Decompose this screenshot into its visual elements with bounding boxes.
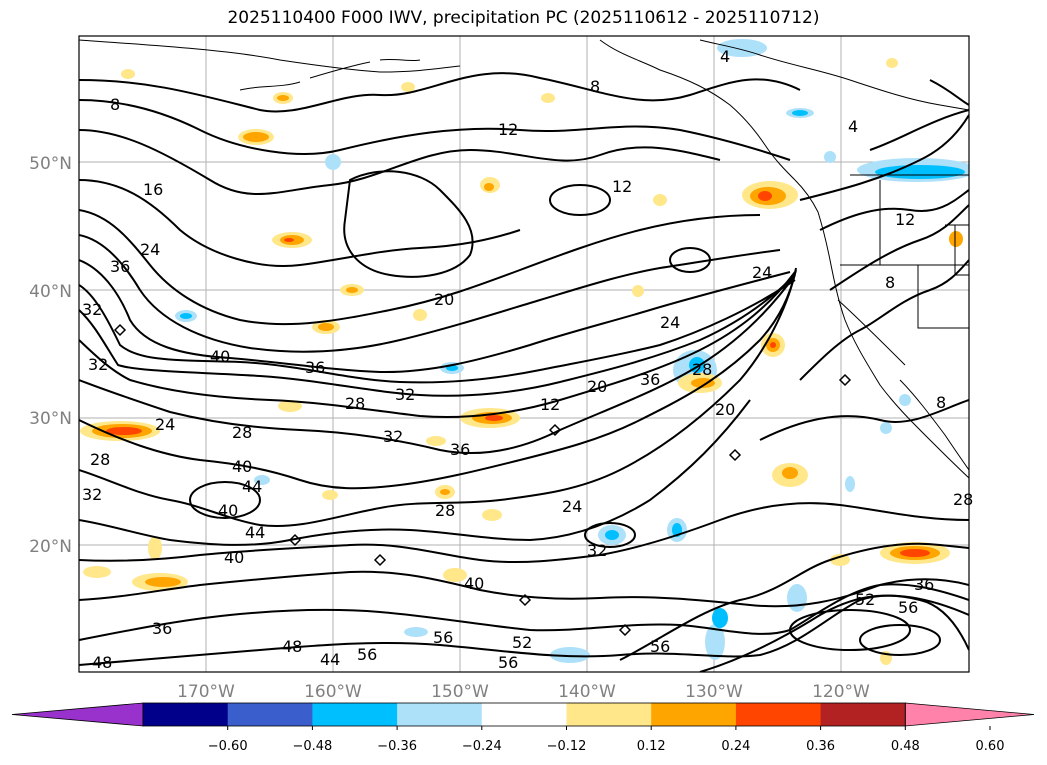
- contour-label: 24: [562, 497, 582, 516]
- colorbar-swatch: [735, 703, 822, 726]
- precip-pc-shading: [80, 39, 969, 665]
- longitude-labels: 170°W 160°W 150°W 140°W 130°W 120°W: [177, 682, 870, 702]
- contour-label: 56: [433, 628, 453, 647]
- colorbar-swatch: [227, 703, 313, 726]
- colorbar-swatch: [312, 703, 398, 726]
- contour-label: 24: [660, 313, 680, 332]
- contour-label: 28: [953, 490, 973, 509]
- contour-label-group: 8 12 16 24 36 32 40 36 28 32 28 32 36 20…: [82, 47, 973, 672]
- lon-label-120w: 120°W: [812, 682, 870, 702]
- colorbar-swatch: [397, 703, 483, 726]
- colorbar-tick-label: −0.36: [377, 739, 417, 754]
- contour-label: 32: [88, 355, 108, 374]
- contour-label: 40: [464, 574, 484, 593]
- colorbar-swatch: [143, 703, 229, 726]
- contour-label: 36: [152, 619, 172, 638]
- colorbar-tick-label: −0.60: [208, 739, 248, 754]
- contour-label: 20: [434, 290, 454, 309]
- contour-label: 36: [110, 257, 130, 276]
- contour-label: 8: [885, 273, 895, 292]
- contour-label: 32: [82, 300, 102, 319]
- colorbar-tick-labels: −0.60 −0.48 −0.36 −0.24 −0.12 0.12 0.24 0.36 0.4…: [208, 739, 1005, 754]
- contour-label: 52: [855, 590, 875, 609]
- contour-label: 36: [640, 370, 660, 389]
- contour-label: 16: [143, 180, 163, 199]
- contour-label: 24: [752, 263, 772, 282]
- contour-label: 40: [224, 548, 244, 567]
- contour-label: 8: [590, 77, 600, 96]
- lon-label-150w: 150°W: [431, 682, 489, 702]
- iwv-contours: [79, 72, 969, 672]
- contour-label: 44: [245, 523, 265, 542]
- contour-label: 28: [232, 423, 252, 442]
- contour-label: 24: [140, 240, 160, 259]
- lat-label-40n: 40°N: [29, 282, 72, 302]
- contour-label: 8: [110, 95, 120, 114]
- colorbar: [11, 702, 1035, 730]
- lon-label-140w: 140°W: [558, 682, 616, 702]
- contour-label: 44: [320, 650, 340, 669]
- contour-label: 32: [395, 385, 415, 404]
- coastline: [79, 39, 969, 479]
- contour-label: 24: [155, 415, 175, 434]
- contour-label: 56: [650, 637, 670, 656]
- map-frame: [78, 35, 970, 673]
- map-title: 2025110400 F000 IWV, precipitation PC (2…: [227, 8, 820, 28]
- contour-label: 48: [92, 653, 112, 672]
- contour-label: 28: [692, 360, 712, 379]
- lon-label-170w: 170°W: [177, 682, 235, 702]
- contour-label: 44: [242, 477, 262, 496]
- contour-label: 56: [898, 598, 918, 617]
- contour-label: 40: [232, 457, 252, 476]
- colorbar-tick-label: 0.24: [721, 739, 750, 754]
- contour-label: 12: [895, 210, 915, 229]
- contour-label: 48: [282, 637, 302, 656]
- colorbar-swatch: [481, 703, 567, 726]
- contour-label: 12: [612, 177, 632, 196]
- small-contours: [113, 323, 852, 637]
- lat-label-50n: 50°N: [29, 154, 72, 174]
- contour-label: 52: [512, 633, 532, 652]
- contour-label: 28: [90, 450, 110, 469]
- contour-label: 12: [498, 120, 518, 139]
- colorbar-swatch: [566, 703, 652, 726]
- contour-label: 4: [848, 117, 858, 136]
- contour-label: 56: [357, 645, 377, 664]
- contour-label: 32: [82, 485, 102, 504]
- colorbar-tick-label: 0.48: [891, 739, 920, 754]
- lon-label-130w: 130°W: [685, 682, 743, 702]
- colorbar-extend-low: [11, 702, 144, 727]
- colorbar-outline: [142, 702, 906, 727]
- colorbar-swatch: [820, 703, 906, 726]
- colorbar-tick-label: −0.12: [547, 739, 587, 754]
- colorbar-tick-label: 0.12: [637, 739, 666, 754]
- contour-label: 40: [218, 501, 238, 520]
- contour-label: 56: [498, 653, 518, 672]
- contour-label: 40: [210, 347, 230, 366]
- contour-label: 20: [587, 377, 607, 396]
- lon-label-160w: 160°W: [304, 682, 362, 702]
- colorbar-tick-label: −0.48: [292, 739, 332, 754]
- lat-label-20n: 20°N: [29, 537, 72, 557]
- contour-label: 36: [305, 358, 325, 377]
- contour-label: 20: [715, 400, 735, 419]
- contour-label: 28: [345, 394, 365, 413]
- colorbar-tick-label: −0.24: [462, 739, 502, 754]
- colorbar-extend-high: [904, 702, 1035, 727]
- contour-label: 28: [435, 501, 455, 520]
- contour-label: 4: [720, 47, 730, 66]
- contour-label: 8: [936, 393, 946, 412]
- lat-label-30n: 30°N: [29, 409, 72, 429]
- contour-label: 32: [587, 541, 607, 560]
- colorbar-swatch: [651, 703, 737, 726]
- colorbar-tick-label: 0.60: [976, 739, 1005, 754]
- contour-label: 36: [914, 575, 934, 594]
- contour-label: 32: [383, 427, 403, 446]
- colorbar-tick-label: 0.36: [806, 739, 835, 754]
- latitude-labels: 50°N 40°N 30°N 20°N: [29, 154, 72, 557]
- contour-label: 12: [540, 395, 560, 414]
- contour-label: 36: [450, 440, 470, 459]
